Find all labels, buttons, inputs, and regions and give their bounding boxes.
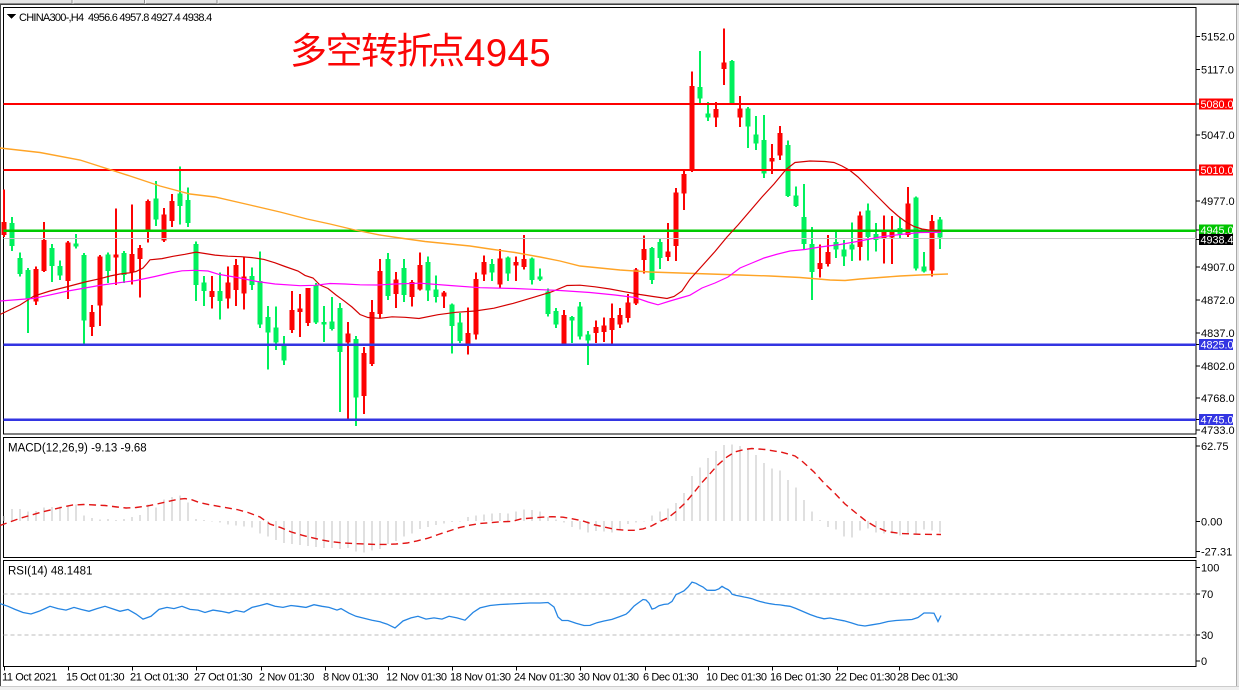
svg-text:12 Nov 01:30: 12 Nov 01:30 [386, 672, 447, 684]
svg-text:70: 70 [1201, 589, 1213, 601]
svg-text:8 Nov 01:30: 8 Nov 01:30 [323, 672, 378, 684]
svg-text:4945.0: 4945.0 [1201, 225, 1234, 237]
svg-text:100: 100 [1201, 563, 1219, 575]
svg-text:27 Oct 01:30: 27 Oct 01:30 [194, 672, 252, 684]
svg-text:4745.0: 4745.0 [1201, 414, 1234, 426]
svg-text:15 Oct 01:30: 15 Oct 01:30 [66, 672, 124, 684]
svg-text:CHINA300-,H4 4956.6 4957.8 49: CHINA300-,H4 4956.6 4957.8 4927.4 4938.4 [19, 12, 212, 24]
svg-text:4945: 4945 [464, 32, 551, 75]
svg-text:4837.0: 4837.0 [1201, 328, 1235, 340]
svg-text:5010.0: 5010.0 [1201, 165, 1234, 177]
svg-text:62.75: 62.75 [1201, 441, 1229, 453]
svg-text:16 Dec 01:30: 16 Dec 01:30 [770, 672, 831, 684]
svg-text:21 Oct 01:30: 21 Oct 01:30 [130, 672, 188, 684]
svg-text:24 Nov 01:30: 24 Nov 01:30 [514, 672, 575, 684]
svg-text:2 Nov 01:30: 2 Nov 01:30 [259, 672, 314, 684]
svg-text:30 Nov 01:30: 30 Nov 01:30 [578, 672, 639, 684]
svg-text:-27.31: -27.31 [1201, 547, 1232, 559]
svg-text:30: 30 [1201, 630, 1213, 642]
svg-text:4872.0: 4872.0 [1201, 295, 1235, 307]
svg-text:4733.0: 4733.0 [1201, 425, 1235, 437]
svg-text:22 Dec 01:30: 22 Dec 01:30 [835, 672, 896, 684]
svg-text:4802.0: 4802.0 [1201, 361, 1235, 373]
svg-text:4907.0: 4907.0 [1201, 262, 1235, 274]
svg-text:4768.0: 4768.0 [1201, 393, 1235, 405]
svg-text:4977.0: 4977.0 [1201, 196, 1235, 208]
svg-text:0: 0 [1201, 656, 1207, 668]
svg-text:4825.0: 4825.0 [1201, 339, 1234, 351]
svg-text:4938.4: 4938.4 [1201, 234, 1234, 246]
svg-text:5117.0: 5117.0 [1201, 65, 1234, 77]
svg-text:5047.0: 5047.0 [1201, 130, 1235, 142]
svg-text:11 Oct 2021: 11 Oct 2021 [2, 672, 57, 684]
svg-text:5080.0: 5080.0 [1201, 99, 1234, 111]
svg-text:10 Dec 01:30: 10 Dec 01:30 [706, 672, 767, 684]
svg-text:0.00: 0.00 [1201, 517, 1222, 529]
svg-text:6 Dec 01:30: 6 Dec 01:30 [643, 672, 698, 684]
svg-text:MACD(12,26,9) -9.13 -9.68: MACD(12,26,9) -9.13 -9.68 [8, 443, 147, 455]
svg-text:28 Dec 01:30: 28 Dec 01:30 [897, 672, 958, 684]
svg-text:RSI(14) 48.1481: RSI(14) 48.1481 [8, 566, 92, 578]
svg-text:18 Nov 01:30: 18 Nov 01:30 [450, 672, 511, 684]
svg-text:5152.0: 5152.0 [1201, 32, 1235, 44]
